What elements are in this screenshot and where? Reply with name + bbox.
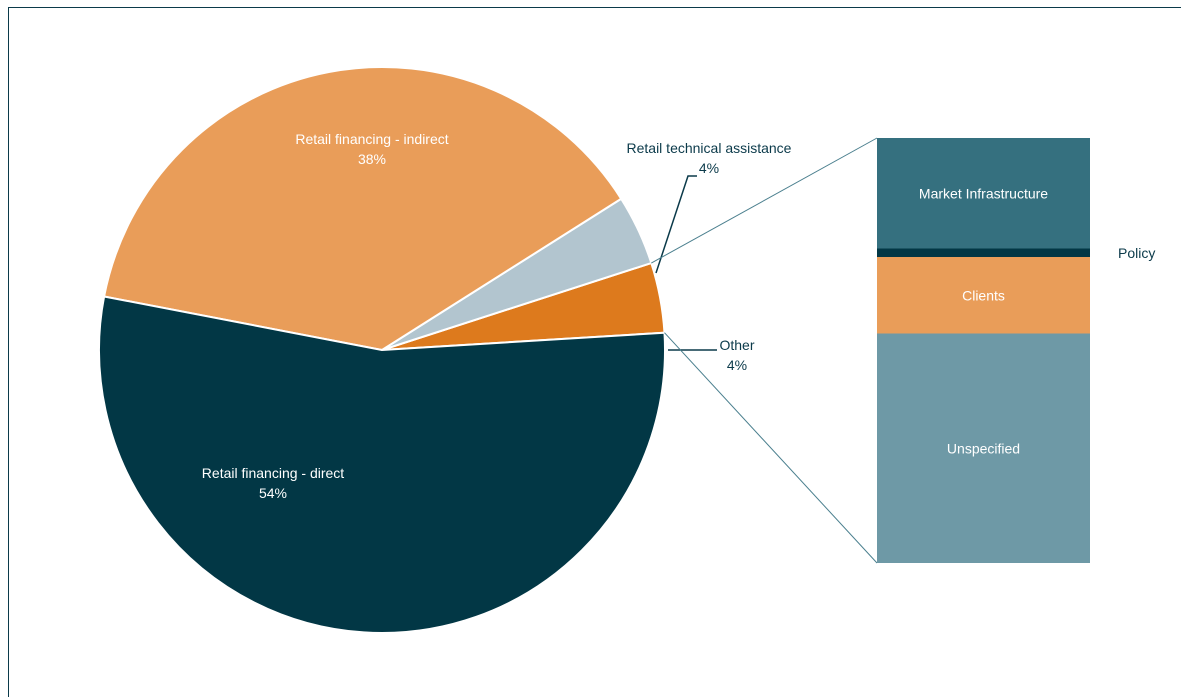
stacked-bar (877, 138, 1090, 563)
bar-segment-unspecified (877, 333, 1090, 563)
slice-label-retail-financing-direct-name: Retail financing - direct (202, 465, 345, 481)
leader-line-retail-technical-assistance (655, 175, 697, 274)
leader-lines (651, 137, 878, 564)
bar-segment-policy (877, 248, 1090, 257)
slice-label-retail-financing-indirect-value: 38% (358, 151, 386, 167)
chart-frame (8, 7, 1181, 697)
slice-label-other-name: Other (719, 337, 754, 353)
data-labels: Retail financing - direct 54% Retail finan… (202, 131, 1156, 501)
bar-label-clients: Clients (962, 287, 1005, 303)
pie-slice-retail-financing-direct (98, 295, 666, 634)
slice-label-retail-technical-assistance-name: Retail technical assistance (627, 140, 792, 156)
bar-segment-clients (877, 257, 1090, 334)
slice-label-retail-technical-assistance-value: 4% (699, 160, 719, 176)
bar-label-market-infrastructure: Market Infrastructure (919, 185, 1048, 201)
slice-label-other-value: 4% (727, 357, 747, 373)
pie-chart (98, 66, 666, 634)
connector-line-bottom (664, 332, 878, 564)
connector-line-top (651, 137, 878, 264)
slice-label-retail-financing-indirect-name: Retail financing - indirect (295, 131, 448, 147)
bar-segment-market-infrastructure (877, 138, 1090, 249)
bar-label-unspecified: Unspecified (947, 440, 1020, 456)
pie-slice-retail-financing-indirect (102, 66, 623, 352)
bar-label-policy: Policy (1118, 245, 1155, 261)
slice-label-retail-financing-direct-value: 54% (259, 485, 287, 501)
